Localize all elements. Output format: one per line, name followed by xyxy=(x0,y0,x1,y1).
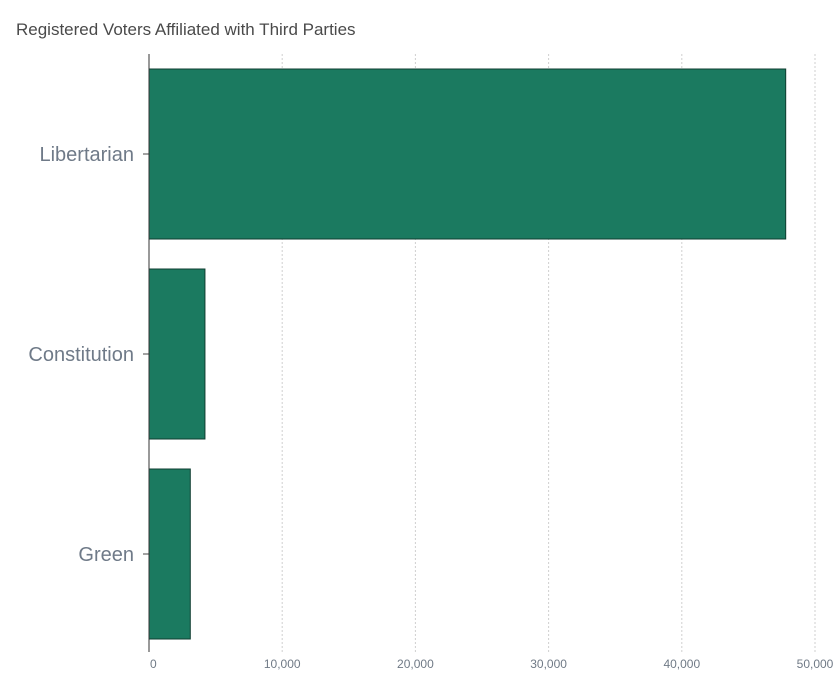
bar-layer xyxy=(148,68,787,640)
category-label: Libertarian xyxy=(39,144,134,166)
x-tick-label: 40,000 xyxy=(663,657,700,671)
category-label: Constitution xyxy=(28,344,134,366)
x-tick-label: 50,000 xyxy=(797,657,834,671)
category-label: Green xyxy=(78,544,134,566)
x-tick-label: 20,000 xyxy=(397,657,434,671)
bar-green[interactable] xyxy=(148,468,191,640)
bar-constitution[interactable] xyxy=(148,268,206,440)
chart-title: Registered Voters Affiliated with Third … xyxy=(16,20,356,39)
x-tick-label: 10,000 xyxy=(264,657,301,671)
x-tick-label: 30,000 xyxy=(530,657,567,671)
x-tick-label: 0 xyxy=(150,657,157,671)
bar-libertarian[interactable] xyxy=(148,68,787,240)
axis-layer: 0 10,000 20,000 30,000 40,000 50,000 Libertari… xyxy=(28,54,834,671)
